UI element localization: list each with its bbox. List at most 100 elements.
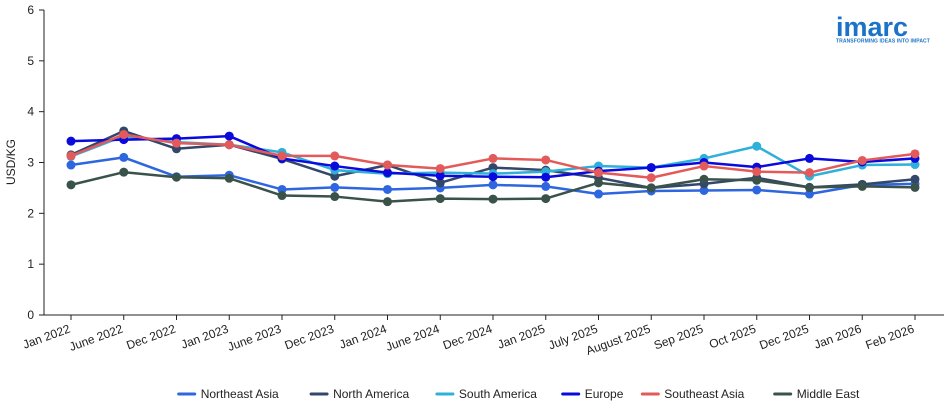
data-point — [594, 189, 603, 199]
data-point — [435, 164, 445, 174]
data-point — [488, 194, 498, 204]
y-axis-title: USD/KG — [4, 139, 18, 185]
x-tick-label: Dec 2022 — [124, 322, 177, 353]
data-point — [488, 153, 498, 163]
data-point — [752, 167, 762, 177]
y-tick-label: 1 — [27, 257, 34, 271]
x-tick-label: June 2023 — [226, 322, 284, 354]
data-point — [857, 181, 867, 191]
data-point — [752, 185, 762, 195]
data-point — [66, 151, 76, 161]
imarc-logo: imarc TRANSFORMING IDEAS INTO IMPACT — [836, 12, 930, 45]
x-tick-label: Jan 2025 — [496, 322, 547, 352]
y-tick-label: 4 — [27, 105, 34, 119]
data-point — [435, 194, 445, 204]
y-axis: 0 1 2 3 4 5 6 — [27, 3, 45, 322]
data-point — [277, 151, 287, 161]
data-point — [805, 182, 814, 192]
data-point — [383, 168, 392, 178]
data-point — [594, 178, 603, 188]
data-point — [224, 131, 234, 141]
x-tick-label: Oct 2025 — [707, 322, 758, 352]
data-point — [435, 178, 445, 188]
legend-label: Southeast Asia — [664, 387, 744, 401]
logo-word: imarc — [836, 12, 908, 42]
legend-label: Middle East — [797, 387, 860, 401]
x-tick-label: Dec 2023 — [283, 322, 336, 353]
data-point — [699, 161, 709, 171]
y-tick-label: 0 — [27, 308, 34, 322]
x-tick-label: Sep 2025 — [652, 322, 705, 353]
x-tick-label: Jan 2022 — [21, 322, 72, 352]
data-point — [330, 192, 340, 202]
data-point — [330, 161, 340, 171]
data-point — [66, 136, 76, 146]
data-point — [435, 171, 445, 181]
data-point — [646, 163, 656, 173]
data-point — [541, 194, 551, 204]
legend-label: Europe — [585, 387, 624, 401]
data-point — [752, 175, 762, 185]
x-tick-label: June 2024 — [384, 322, 442, 354]
legend-label: Northeast Asia — [201, 387, 279, 401]
x-tick-label: Feb 2026 — [864, 322, 917, 353]
data-point — [330, 151, 340, 161]
x-tick-label: Jan 2024 — [337, 322, 388, 352]
y-tick-label: 6 — [27, 3, 34, 17]
data-point — [383, 160, 392, 170]
data-point — [330, 182, 340, 192]
data-point — [594, 168, 603, 178]
legend-item-north-america: North America — [309, 387, 409, 401]
x-tick-label: Jan 2023 — [179, 322, 230, 352]
data-point — [541, 181, 551, 191]
legend-item-europe: Europe — [561, 387, 624, 401]
x-tick-label: June 2022 — [67, 322, 125, 354]
data-point — [119, 130, 129, 140]
x-tick-label: Dec 2024 — [441, 322, 494, 353]
legend-item-middle-east: Middle East — [773, 387, 860, 401]
data-point — [66, 160, 76, 170]
data-point — [646, 183, 656, 193]
data-point — [699, 185, 709, 195]
legend-label: South America — [459, 387, 537, 401]
data-point — [383, 184, 392, 194]
legend-item-southeast-asia: Southeast Asia — [640, 387, 745, 401]
data-point — [277, 191, 287, 201]
data-point — [541, 172, 551, 182]
series-southeast-asia — [66, 130, 920, 183]
data-point — [119, 167, 129, 177]
legend-item-northeast-asia: Northeast Asia — [177, 387, 279, 401]
data-point — [541, 155, 551, 165]
data-point — [172, 138, 181, 148]
data-point — [699, 174, 709, 184]
data-point — [910, 174, 920, 184]
data-point — [910, 182, 920, 192]
data-point — [910, 149, 920, 159]
data-point — [752, 141, 762, 151]
series-lines — [66, 126, 920, 207]
y-tick-label: 2 — [27, 206, 34, 220]
data-point — [488, 180, 498, 190]
data-point — [383, 197, 392, 207]
legend-item-south-america: South America — [435, 387, 537, 401]
x-tick-label: Jan 2026 — [812, 322, 863, 352]
data-point — [172, 172, 181, 182]
data-point — [224, 140, 234, 150]
data-point — [66, 180, 76, 190]
data-point — [805, 168, 814, 178]
data-point — [857, 155, 867, 165]
y-tick-label: 5 — [27, 54, 34, 68]
data-point — [646, 173, 656, 183]
data-point — [224, 173, 234, 183]
data-point — [805, 153, 814, 163]
logo-tagline: TRANSFORMING IDEAS INTO IMPACT — [836, 39, 930, 45]
data-point — [488, 172, 498, 182]
series-middle-east — [66, 167, 920, 207]
y-tick-label: 3 — [27, 156, 34, 170]
data-point — [119, 152, 129, 162]
data-point — [805, 189, 814, 199]
legend: Northeast Asia North America South America… — [177, 387, 860, 401]
x-tick-label: Dec 2025 — [757, 322, 810, 353]
